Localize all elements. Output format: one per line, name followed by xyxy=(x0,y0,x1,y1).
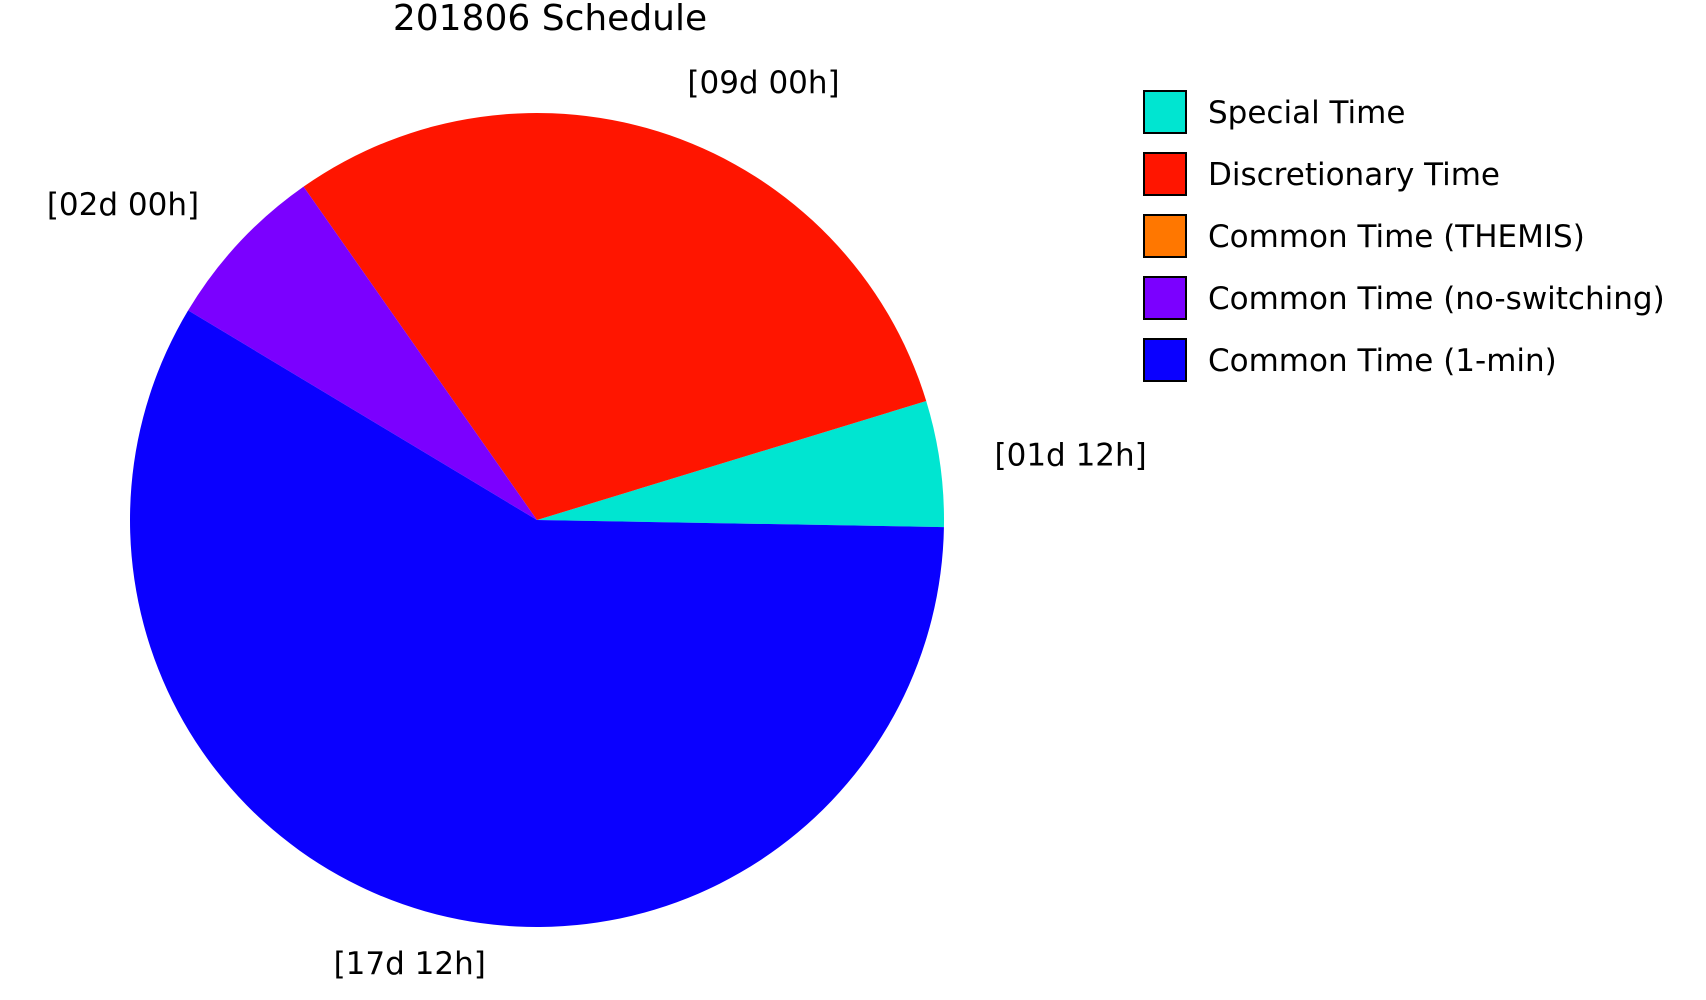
pie-slices xyxy=(130,112,945,927)
legend-label: Special Time xyxy=(1208,95,1405,131)
pie-slice-discretionary-time xyxy=(303,112,927,520)
slice-label: [01d 12h] xyxy=(995,438,1147,474)
slice-label: [17d 12h] xyxy=(334,946,486,982)
legend-label: Common Time (1-min) xyxy=(1208,343,1557,379)
pie-slice-common-time-1-min xyxy=(130,310,944,927)
legend-label: Discretionary Time xyxy=(1208,157,1500,193)
pie-slice-labels: [01d 12h] [09d 00h] [02d 00h] [17d 12h] xyxy=(47,65,1147,982)
legend-swatch xyxy=(1143,338,1187,382)
legend-swatch xyxy=(1143,276,1187,320)
legend-label: Common Time (THEMIS) xyxy=(1208,219,1585,255)
slice-label: [02d 00h] xyxy=(47,187,199,223)
pie-slice-common-time-no-switching xyxy=(188,186,537,521)
legend: Special Time Discretionary Time Common Tim… xyxy=(1143,90,1665,382)
legend-swatch xyxy=(1143,214,1187,258)
legend-label: Common Time (no-switching) xyxy=(1208,281,1665,317)
legend-swatch xyxy=(1143,152,1187,196)
chart-title: 201806 Schedule xyxy=(393,0,707,39)
pie-slice-special-time xyxy=(537,401,945,528)
legend-swatch xyxy=(1143,90,1187,134)
slice-label: [09d 00h] xyxy=(687,65,839,101)
